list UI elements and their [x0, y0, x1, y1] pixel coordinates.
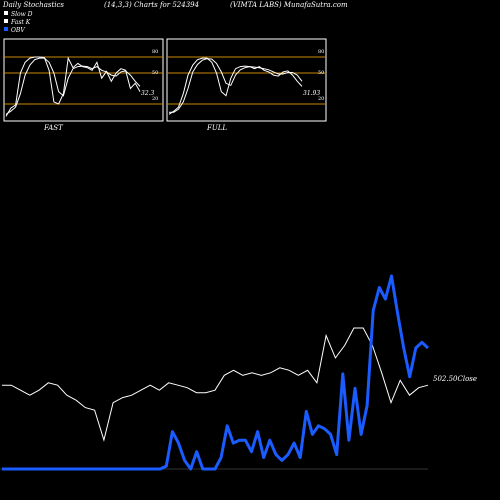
fast-panel: 80 50 20 32.3 FAST	[3, 38, 164, 132]
legend-swatch-fast-k	[4, 19, 8, 23]
legend-label-fast-k: Fast K	[10, 19, 31, 26]
fast-level-20-label: 20	[152, 96, 158, 102]
full-level-50-label: 50	[318, 70, 324, 76]
full-k-line	[168, 57, 303, 115]
fast-last-value: 32.3	[141, 90, 155, 97]
fast-level-80-label: 80	[152, 49, 158, 55]
full-last-value: 31.93	[303, 90, 320, 97]
header-left: Daily Stochastics	[2, 1, 64, 9]
fast-slow-d-line	[5, 57, 141, 115]
fast-panel-frame	[3, 38, 164, 122]
header-right: (VIMTA LABS) MunafaSutra.com	[230, 1, 348, 9]
legend-label-obv: OBV	[11, 27, 25, 34]
full-panel-title: FULL	[206, 124, 227, 132]
fast-k-line	[5, 56, 141, 117]
full-level-80-label: 80	[318, 49, 324, 55]
full-panel: 80 50 20 31.93 FULL	[166, 38, 327, 132]
full-panel-frame	[166, 38, 327, 122]
full-level-20-label: 20	[318, 96, 324, 102]
legend-swatch-obv	[4, 27, 8, 31]
obv-line	[2, 274, 430, 471]
close-price-line	[2, 327, 429, 442]
close-label: 502.50Close	[433, 375, 477, 383]
legend: Slow D Fast K OBV	[4, 11, 33, 34]
header-center: (14,3,3) Charts for 524394	[104, 1, 199, 9]
legend-label-slow-d: Slow D	[11, 11, 33, 18]
fast-panel-title: FAST	[43, 124, 64, 132]
fast-level-50-label: 50	[152, 70, 158, 76]
full-slow-d-line	[169, 58, 303, 113]
legend-swatch-slow-d	[4, 11, 8, 15]
obv-close-panel: 502.50Close	[0, 274, 477, 471]
